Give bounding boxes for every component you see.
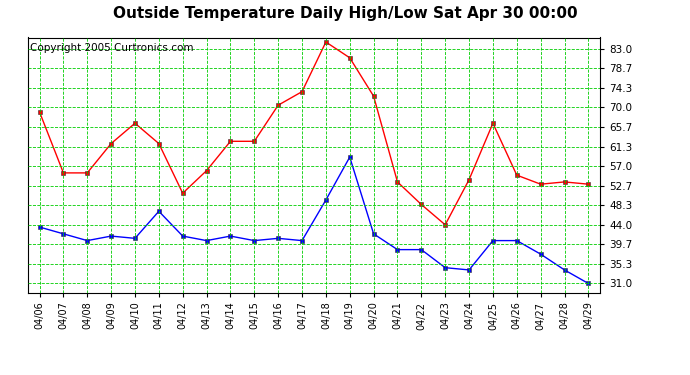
Text: Outside Temperature Daily High/Low Sat Apr 30 00:00: Outside Temperature Daily High/Low Sat A…	[112, 6, 578, 21]
Text: Copyright 2005 Curtronics.com: Copyright 2005 Curtronics.com	[30, 43, 194, 52]
